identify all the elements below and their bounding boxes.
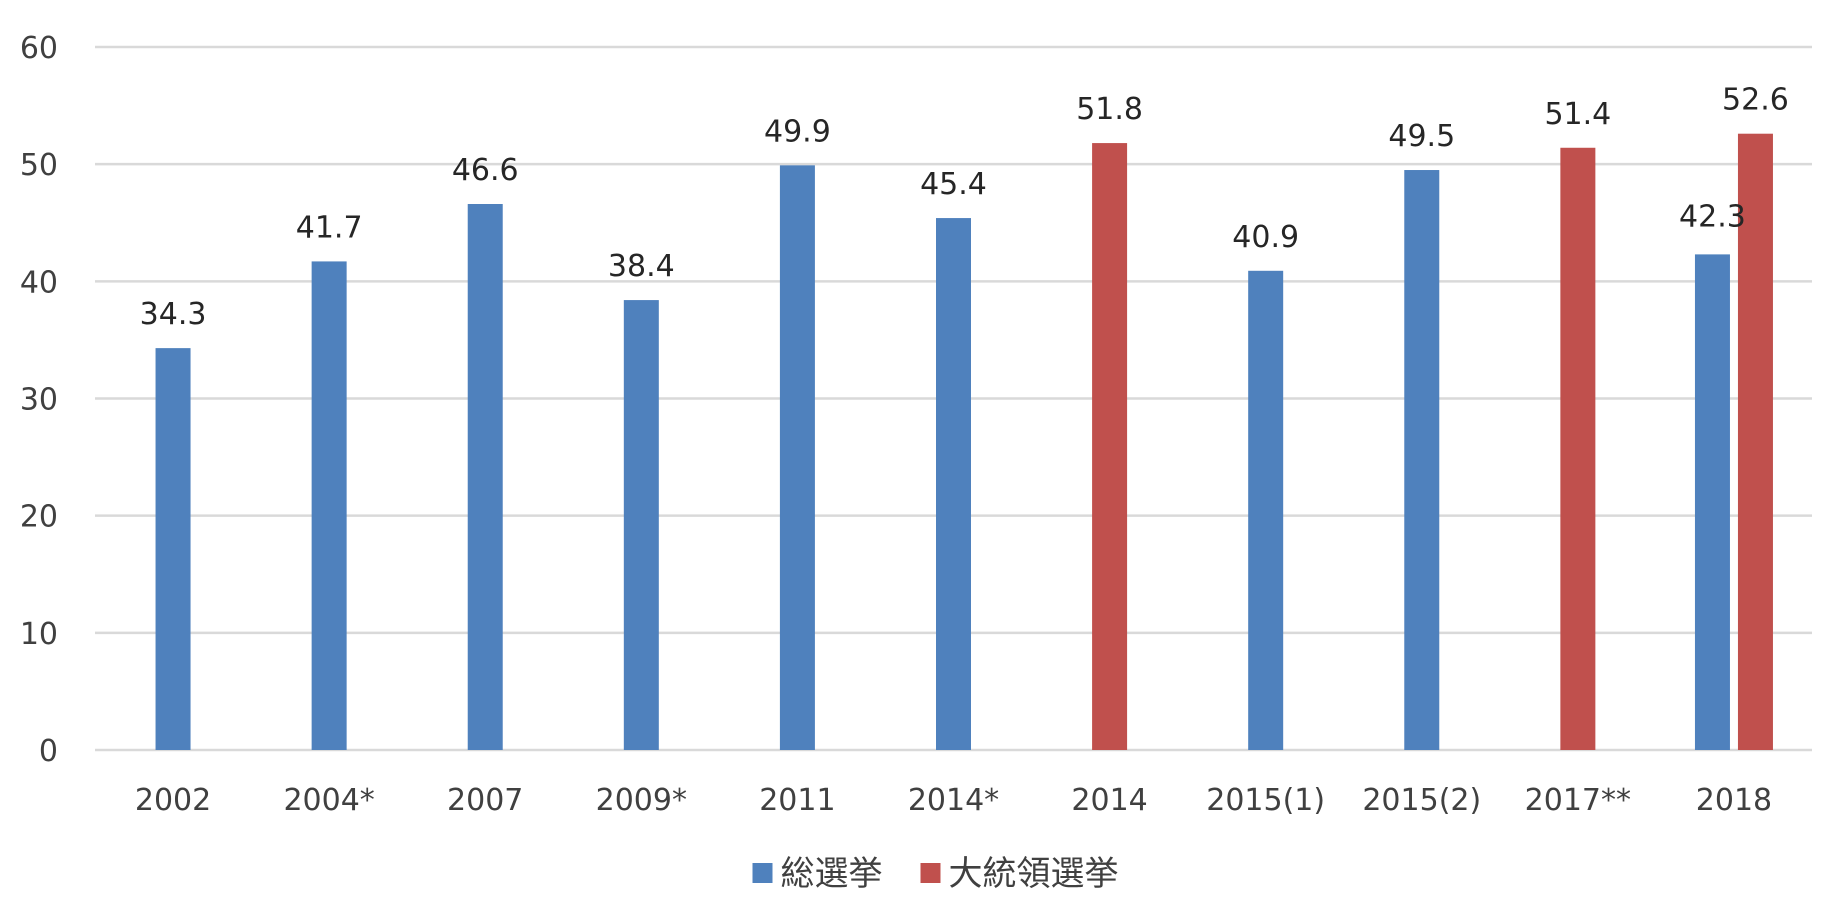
data-label: 51.8 bbox=[1076, 92, 1143, 127]
x-tick-label: 2004* bbox=[283, 783, 374, 818]
y-tick-label: 60 bbox=[20, 31, 58, 66]
y-tick-label: 0 bbox=[39, 734, 58, 769]
data-label: 42.3 bbox=[1679, 199, 1746, 234]
bar-2018-大統領選挙 bbox=[1737, 133, 1773, 750]
bar-2014-大統領選挙 bbox=[1092, 143, 1128, 750]
data-label: 40.9 bbox=[1232, 220, 1299, 255]
y-tick-label: 50 bbox=[20, 148, 58, 183]
x-axis-category-labels: 2002 2004* 2007 2009* 2011 2014* 2014 2015(1) 20… bbox=[135, 783, 1772, 818]
x-tick-label: 2015(2) bbox=[1362, 783, 1481, 818]
legend: 総選挙 大統領選挙 bbox=[752, 854, 1119, 894]
legend-label: 大統領選挙 bbox=[949, 854, 1119, 894]
data-label: 46.6 bbox=[452, 153, 519, 188]
bar-2015(1)-総選挙 bbox=[1248, 270, 1284, 750]
x-tick-label: 2014* bbox=[908, 783, 999, 818]
x-tick-label: 2015(1) bbox=[1206, 783, 1325, 818]
bars bbox=[155, 133, 1773, 751]
legend-swatch bbox=[920, 863, 941, 883]
data-labels: 34.3 41.7 46.6 38.4 49.9 45.4 51.8 40.9 49.5 51.4… bbox=[140, 83, 1789, 332]
bar-2015(2)-総選挙 bbox=[1404, 170, 1440, 750]
legend-label: 総選挙 bbox=[781, 854, 883, 894]
y-tick-label: 10 bbox=[20, 617, 58, 652]
bar-2002-総選挙 bbox=[155, 348, 191, 750]
data-label: 38.4 bbox=[608, 249, 675, 284]
x-tick-label: 2017** bbox=[1525, 783, 1631, 818]
data-label: 45.4 bbox=[920, 167, 987, 202]
x-tick-label: 2009* bbox=[596, 783, 687, 818]
bar-2017**-大統領選挙 bbox=[1560, 147, 1596, 751]
bar-2014*-総選挙 bbox=[936, 218, 971, 750]
x-tick-label: 2011 bbox=[759, 783, 835, 818]
data-label: 34.3 bbox=[140, 297, 207, 332]
x-tick-label: 2002 bbox=[135, 783, 211, 818]
bar-2007-総選挙 bbox=[467, 204, 503, 751]
bar-2018-総選挙 bbox=[1694, 254, 1730, 750]
y-tick-label: 20 bbox=[20, 500, 58, 535]
data-label: 41.7 bbox=[296, 210, 363, 245]
x-tick-label: 2007 bbox=[447, 783, 523, 818]
bar-2009*-総選挙 bbox=[623, 300, 659, 750]
y-axis-tick-labels: 0 10 20 30 40 50 60 bbox=[20, 31, 58, 769]
data-label: 51.4 bbox=[1544, 97, 1611, 132]
x-tick-label: 2014 bbox=[1071, 783, 1147, 818]
bar-2004*-総選挙 bbox=[311, 261, 347, 750]
y-tick-label: 30 bbox=[20, 383, 58, 418]
data-label: 49.9 bbox=[764, 114, 831, 149]
data-label: 49.5 bbox=[1388, 119, 1455, 154]
y-tick-label: 40 bbox=[20, 265, 58, 300]
bar-2011-総選挙 bbox=[779, 165, 815, 751]
data-label: 52.6 bbox=[1722, 83, 1789, 118]
x-tick-label: 2018 bbox=[1696, 783, 1772, 818]
legend-swatch bbox=[752, 863, 773, 883]
